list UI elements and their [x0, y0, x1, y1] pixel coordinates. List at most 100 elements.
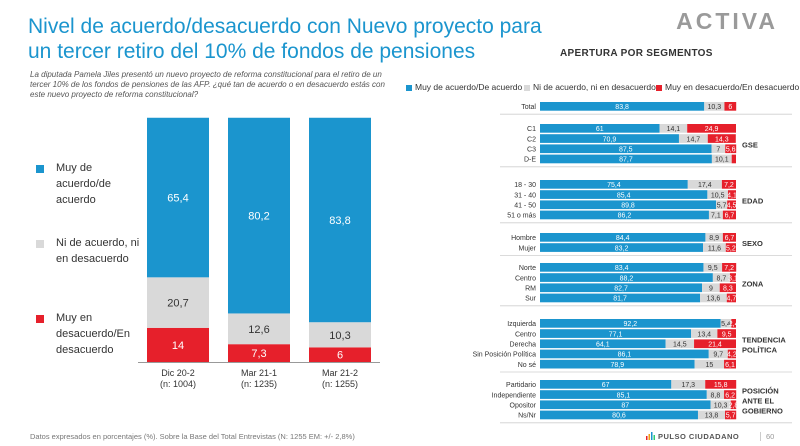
row-bar-agree	[540, 390, 707, 399]
seg-legend-neutral: Ni de acuerdo, ni en desacuerdo	[524, 82, 656, 92]
row-bar-neutral	[694, 359, 725, 369]
group-label: EDAD	[742, 196, 764, 205]
row-bar-neutral	[720, 319, 732, 328]
row-value-neutral: 9	[709, 286, 713, 293]
row-value-disagree: 4,1	[727, 192, 737, 199]
row-label: Centro	[515, 331, 536, 338]
bar-agree-3	[309, 117, 371, 323]
row-bar-agree	[540, 339, 666, 349]
row-bar-neutral	[703, 243, 726, 252]
row-bar-neutral	[697, 410, 726, 420]
row-value-disagree: 6,7	[725, 235, 735, 242]
row-label: Opositor	[510, 403, 537, 410]
row-value-disagree: 15,8	[714, 382, 728, 389]
row-value-neutral: 8,7	[717, 275, 727, 282]
bar-label-neutral-3: 10,3	[329, 330, 350, 342]
group-label: ZONA	[742, 279, 764, 288]
row-value-agree: 85,4	[617, 192, 631, 199]
row-bar-agree	[540, 102, 705, 111]
bar-label-agree-3: 83,8	[329, 215, 350, 227]
row-bar-agree	[540, 210, 709, 220]
row-value-agree: 83,2	[615, 245, 629, 252]
bar-neutral-1	[147, 277, 209, 328]
row-value-agree: 61	[596, 126, 604, 133]
row-label: Mujer	[518, 245, 536, 252]
row-bar-disagree	[705, 380, 737, 389]
row-bar-agree	[540, 263, 704, 272]
row-bar-neutral	[704, 102, 725, 111]
row-bar-agree	[540, 400, 711, 410]
row-bar-agree	[540, 283, 703, 293]
row-value-agree: 75,4	[607, 182, 621, 189]
row-bar-neutral	[702, 283, 720, 293]
row-bar-agree	[540, 410, 698, 420]
row-value-neutral: 17,4	[698, 182, 712, 189]
row-label: Partidario	[506, 382, 536, 389]
row-label: RM	[525, 286, 536, 293]
row-bar-neutral	[711, 154, 732, 164]
group-label: GSE	[742, 140, 758, 149]
page-title: Nivel de acuerdo/desacuerdo con Nuevo pr…	[28, 15, 542, 63]
row-bar-disagree	[719, 283, 736, 293]
row-value-disagree: 9,5	[722, 331, 732, 338]
row-label: C2	[527, 136, 536, 143]
row-bar-neutral	[700, 293, 727, 303]
row-value-disagree: 6,7	[725, 213, 735, 220]
row-value-disagree: 4,2	[727, 352, 737, 359]
row-value-agree: 87,5	[619, 147, 633, 154]
bar-disagree-3	[309, 347, 371, 362]
row-bar-disagree	[725, 144, 737, 154]
row-bar-disagree	[687, 124, 736, 133]
row-bar-agree	[540, 349, 709, 359]
page-number: 60	[766, 432, 775, 441]
row-label: Independiente	[492, 392, 536, 399]
row-bar-neutral	[716, 200, 728, 210]
row-bar-agree	[540, 154, 712, 164]
row-bar-neutral	[659, 124, 688, 133]
row-bar-disagree	[721, 180, 736, 189]
row-value-agree: 64,1	[596, 342, 610, 349]
row-bar-disagree	[731, 154, 736, 164]
survey-question: La diputada Pamela Jiles presentó un nue…	[30, 70, 385, 99]
row-bar-disagree	[725, 410, 737, 420]
row-bar-disagree	[722, 233, 736, 242]
row-bar-disagree	[722, 210, 736, 220]
row-value-neutral: 14,1	[667, 126, 681, 133]
bar-disagree-2	[228, 344, 290, 362]
row-value-neutral: 8,8	[711, 392, 721, 399]
sample-label-1: (n: 1004)	[160, 379, 196, 389]
row-value-agree: 84,4	[616, 235, 630, 242]
bar-label-agree-2: 80,2	[248, 211, 269, 223]
row-bar-neutral	[705, 233, 723, 242]
row-value-neutral: 9,7	[713, 352, 723, 359]
row-bar-neutral	[665, 339, 695, 349]
sample-label-3: (n: 1255)	[322, 379, 358, 389]
row-bar-disagree	[727, 200, 736, 210]
row-value-disagree: 2,8	[729, 403, 739, 410]
bar-label-disagree-1: 14	[172, 340, 184, 352]
row-bar-disagree	[724, 102, 737, 111]
legend-label-agree: Muy de acuerdo/de acuerdo	[56, 162, 112, 206]
row-label: Sin Posición Política	[473, 352, 537, 359]
row-value-disagree: 5,7	[726, 413, 736, 420]
row-value-neutral: 15	[705, 362, 713, 369]
row-value-neutral: 9,5	[708, 265, 718, 272]
row-label: Norte	[519, 265, 536, 272]
bar-label-agree-1: 65,4	[167, 193, 188, 205]
row-value-disagree: 24,9	[705, 126, 719, 133]
row-label: C1	[527, 126, 536, 133]
row-value-disagree: 14,3	[715, 136, 729, 143]
bar-disagree-1	[147, 327, 209, 362]
row-value-neutral: 14,5	[673, 342, 687, 349]
row-bar-disagree	[724, 390, 737, 399]
row-bar-agree	[540, 380, 672, 389]
row-value-agree: 82,7	[614, 286, 628, 293]
row-value-neutral: 8,9	[709, 235, 719, 242]
segments-title: APERTURA POR SEGMENTOS	[560, 48, 713, 59]
group-label: TENDENCIA	[742, 336, 786, 345]
row-value-disagree: 5,2	[726, 245, 736, 252]
row-bar-neutral	[671, 380, 706, 389]
row-bar-neutral	[678, 134, 708, 143]
row-bar-agree	[540, 200, 717, 210]
